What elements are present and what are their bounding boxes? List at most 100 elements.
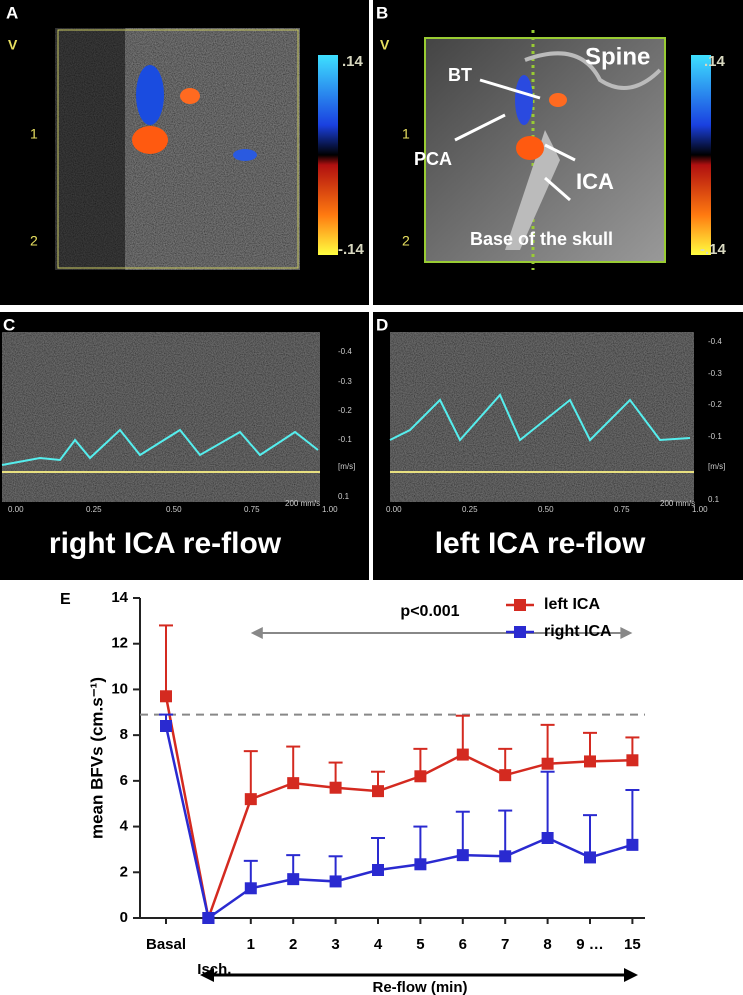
panel-letter: C: [3, 315, 15, 334]
structure-label: BT: [448, 65, 472, 85]
structure-label: ICA: [576, 169, 614, 194]
x-tick-label: 5: [416, 936, 424, 953]
time-tick: 1.00: [322, 505, 338, 514]
marker: [202, 912, 215, 924]
y-tick-label: 10: [111, 680, 128, 697]
marker: [414, 770, 427, 783]
scale-max: .14: [342, 53, 364, 70]
envelope-trace: [389, 393, 691, 442]
velocity-tick: [m/s]: [708, 462, 725, 471]
marker: [414, 858, 427, 871]
time-tick: 0.25: [86, 505, 102, 514]
spine-outline: [524, 51, 662, 90]
marker: [541, 832, 554, 844]
marker: [541, 757, 554, 770]
scale-min: -.14: [338, 241, 365, 258]
panel-letter: A: [6, 3, 18, 22]
time-tick: 0.75: [614, 505, 630, 514]
panel-letter: E: [60, 591, 71, 608]
y-tick-label: 0: [120, 909, 128, 926]
marker: [329, 875, 342, 888]
marker: [287, 873, 300, 886]
velocity-tick: -0.3: [708, 369, 722, 378]
time-tick: 0.50: [538, 505, 554, 514]
marker: [287, 777, 300, 790]
marker: [244, 793, 257, 806]
structure-label: Spine: [585, 43, 650, 70]
color-bar: [691, 55, 711, 255]
time-tick: 0.00: [8, 505, 24, 514]
x-tick-label: 1: [247, 936, 255, 953]
structure-label: Base of the skull: [470, 229, 613, 249]
marker: [626, 754, 639, 767]
x-tick-label: Basal: [146, 936, 186, 953]
panel-letter: B: [376, 3, 388, 22]
x-tick-label: 9 …: [576, 936, 604, 953]
flow-blob: [515, 75, 533, 125]
flow-blob: [233, 149, 257, 161]
color-bar: [318, 55, 338, 255]
series-line: [164, 696, 633, 923]
caption: left ICA re-flow: [435, 527, 646, 560]
y-tick-label: 12: [111, 635, 128, 652]
annotation: p<0.001: [400, 603, 459, 620]
time-tick: 0.25: [462, 505, 478, 514]
series-line: [164, 725, 633, 921]
depth-tick: 2: [30, 233, 38, 249]
time-tick: 1.00: [692, 505, 708, 514]
marker: [160, 720, 172, 732]
structure-label: PCA: [414, 149, 452, 169]
marker: [584, 755, 596, 768]
marker: [499, 769, 512, 782]
marker: [499, 850, 512, 863]
velocity-tick: -0.2: [338, 406, 352, 415]
y-tick-label: 8: [120, 726, 128, 743]
x-tick-label: 4: [374, 936, 383, 953]
frame: [57, 29, 299, 269]
y-tick-label: 2: [120, 863, 128, 880]
marker: [372, 864, 384, 876]
velocity-tick: -0.2: [708, 400, 722, 409]
panel-letter: D: [376, 315, 388, 334]
flow-blob: [549, 93, 567, 107]
x-axis-label: Re-flow (min): [373, 979, 468, 995]
legend-label: left ICA: [544, 596, 600, 613]
y-tick-label: 6: [120, 772, 128, 789]
time-tick: 0.50: [166, 505, 182, 514]
velocity-tick: -0.1: [338, 435, 352, 444]
velocity-tick: [m/s]: [338, 462, 355, 471]
doppler-spectrum: [390, 332, 694, 502]
x-tick-label: 6: [459, 936, 467, 953]
scale-max: .14: [704, 53, 726, 70]
legend-label: right ICA: [544, 623, 612, 640]
frame: [424, 37, 666, 263]
x-tick-label: 3: [331, 936, 339, 953]
depth-tick: 1: [30, 126, 38, 142]
legend-marker: [514, 626, 526, 638]
marker: [372, 785, 384, 798]
flow-blob: [136, 65, 164, 125]
y-axis-label: mean BFVs (cm.s⁻¹): [87, 677, 106, 839]
marker: [456, 849, 469, 862]
velocity-tick: -0.4: [338, 347, 352, 356]
time-tick: 0.75: [244, 505, 260, 514]
time-tick: 0.00: [386, 505, 402, 514]
scale-min: -.14: [700, 241, 727, 258]
marker: [584, 851, 596, 864]
marker: [329, 781, 342, 794]
shadow: [55, 28, 125, 270]
depth-unit: V: [8, 37, 18, 53]
depth-tick: 1: [402, 126, 410, 142]
velocity-tick: -0.3: [338, 377, 352, 386]
marker: [626, 838, 639, 851]
time-ticks: 0.00 0.25 0.50 0.75 1.00 200 mm/s: [8, 499, 338, 514]
legend-marker: [514, 599, 526, 611]
x-tick-label: 8: [543, 936, 551, 953]
x-tick-label: 7: [501, 936, 509, 953]
flow-blob: [132, 126, 168, 154]
marker: [456, 748, 469, 761]
flow-blob: [516, 136, 544, 160]
velocity-tick: -0.4: [708, 337, 722, 346]
y-tick-label: 14: [111, 589, 128, 606]
